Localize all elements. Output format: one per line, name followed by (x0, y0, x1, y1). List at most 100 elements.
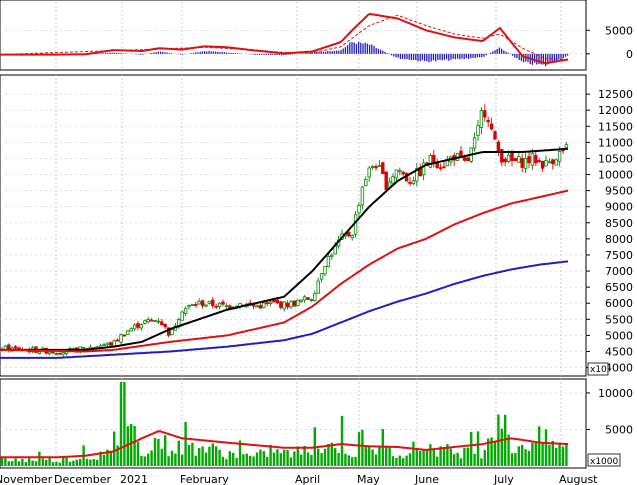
volume-bar (293, 451, 296, 466)
y-tick-label: 4500 (605, 345, 633, 358)
volume-unit-label-box: x1000 (587, 453, 621, 467)
candle-body (265, 302, 269, 305)
candle-body (296, 299, 300, 306)
candle-body (126, 330, 130, 336)
volume-bar (24, 462, 27, 466)
candle-body (136, 323, 140, 328)
x-axis-label: June (414, 473, 439, 485)
volume-bar (364, 445, 367, 466)
candle-body (442, 166, 446, 169)
volume-bar (96, 460, 99, 466)
volume-bar (123, 382, 126, 466)
candle-body (37, 351, 42, 355)
candle-body (109, 342, 113, 346)
candle-body (149, 319, 154, 322)
y-tick-label: 7000 (605, 265, 633, 278)
volume-bar (555, 447, 558, 466)
candle-body (105, 342, 110, 346)
candle-body (275, 299, 280, 304)
volume-panel-frame (0, 378, 587, 469)
price-unit-label: x10 (590, 365, 607, 375)
x-axis-label: December (54, 473, 112, 485)
volume-bar (493, 441, 497, 466)
macd-indicator (0, 12, 569, 67)
volume-bar (296, 446, 299, 466)
candle-body (170, 329, 174, 336)
volume-bar (133, 425, 136, 466)
candle-body (551, 159, 555, 165)
volume-bar (48, 458, 51, 466)
candle-body (211, 299, 215, 307)
candle-body (401, 171, 405, 175)
volume-bar (238, 440, 242, 466)
candle-body (61, 352, 65, 355)
candle-body (132, 324, 137, 330)
volume-bar (514, 452, 517, 466)
volume-bar (58, 462, 61, 466)
volume-bar (456, 452, 459, 466)
candle-body (500, 149, 504, 163)
candle-body (438, 167, 443, 170)
volume-bar (187, 444, 191, 466)
candle-body (510, 151, 514, 161)
candle-body (370, 166, 375, 168)
candle-body (493, 131, 497, 140)
candle-body (204, 304, 208, 307)
volume-bar (357, 432, 361, 466)
candle-body (428, 154, 433, 168)
volume-bar (402, 458, 405, 466)
candle-body (217, 302, 222, 308)
candle-body (214, 305, 218, 308)
volume-bar (340, 415, 344, 466)
candle-body (411, 180, 416, 184)
volume-bar (55, 461, 58, 466)
volume-bar (38, 451, 41, 466)
candle-body (479, 110, 484, 128)
volume-bar (113, 431, 116, 466)
volume-bar (116, 445, 119, 466)
ma50-line (0, 189, 569, 353)
y-tick-label: 12500 (598, 88, 633, 101)
volume-bar (561, 446, 565, 466)
volume-bars (0, 382, 569, 466)
volume-bar (300, 454, 303, 466)
macd-signal-line (0, 14, 569, 60)
volume-bar (391, 456, 395, 466)
candle-body (394, 169, 399, 179)
volume-bar (85, 458, 89, 466)
candle-body (160, 321, 164, 326)
volume-bar (337, 453, 340, 466)
y-tick-label: 10000 (598, 169, 633, 182)
volume-bar (266, 456, 269, 466)
volume-bar (368, 445, 371, 466)
candle-body (292, 300, 297, 307)
candle-body (398, 170, 402, 173)
candle-body (384, 171, 388, 190)
candle-body (540, 160, 545, 169)
candle-body (47, 351, 52, 355)
candle-body (143, 320, 147, 324)
volume-bar (194, 455, 197, 466)
volume-bar (184, 421, 187, 466)
candle-body (432, 154, 436, 163)
volume-bar (68, 461, 72, 466)
macd-panel-frame (0, 0, 587, 71)
candle-body (523, 158, 528, 169)
volume-bar (551, 440, 554, 466)
candle-body (299, 299, 303, 302)
candle-body (115, 339, 120, 342)
candle-body (415, 168, 419, 182)
candle-body (54, 353, 59, 355)
volume-bar (218, 449, 221, 466)
candle-body (534, 155, 538, 164)
volume-bar (415, 449, 418, 466)
volume-bar (449, 448, 452, 466)
volume-bar (429, 444, 432, 466)
volume-bar (232, 452, 235, 466)
volume-bar (92, 459, 95, 466)
volume-bar (286, 449, 289, 466)
candle-body (190, 304, 195, 306)
volume-bar (181, 454, 184, 466)
candle-body (506, 154, 511, 162)
volume-bar (245, 453, 248, 466)
